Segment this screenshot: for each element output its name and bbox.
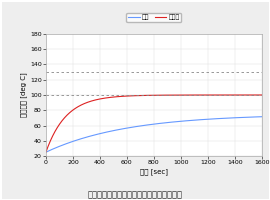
Line: コイル: コイル [46,95,262,152]
磁石 [55,146,59,149]
コイル [260,94,264,96]
コイル [254,94,257,96]
磁石 [260,116,264,118]
磁石 [254,116,257,118]
Line: 磁石: 磁石 [46,117,262,152]
磁石 [214,118,218,120]
コイル [44,151,48,153]
コイル [144,94,147,97]
コイル [214,94,218,96]
磁石 [44,151,48,153]
磁石 [144,124,147,126]
Legend: 磁石, コイル: 磁石, コイル [126,13,181,22]
コイル [254,94,257,96]
Text: 図７　部品の平均温度（調整した設計案）: 図７ 部品の平均温度（調整した設計案） [87,190,183,199]
X-axis label: 時間 [sec]: 時間 [sec] [140,168,168,175]
磁石 [149,123,153,126]
コイル [149,94,153,97]
Y-axis label: 平均温度 [deg C]: 平均温度 [deg C] [21,73,27,117]
磁石 [254,116,257,118]
コイル [55,127,59,129]
